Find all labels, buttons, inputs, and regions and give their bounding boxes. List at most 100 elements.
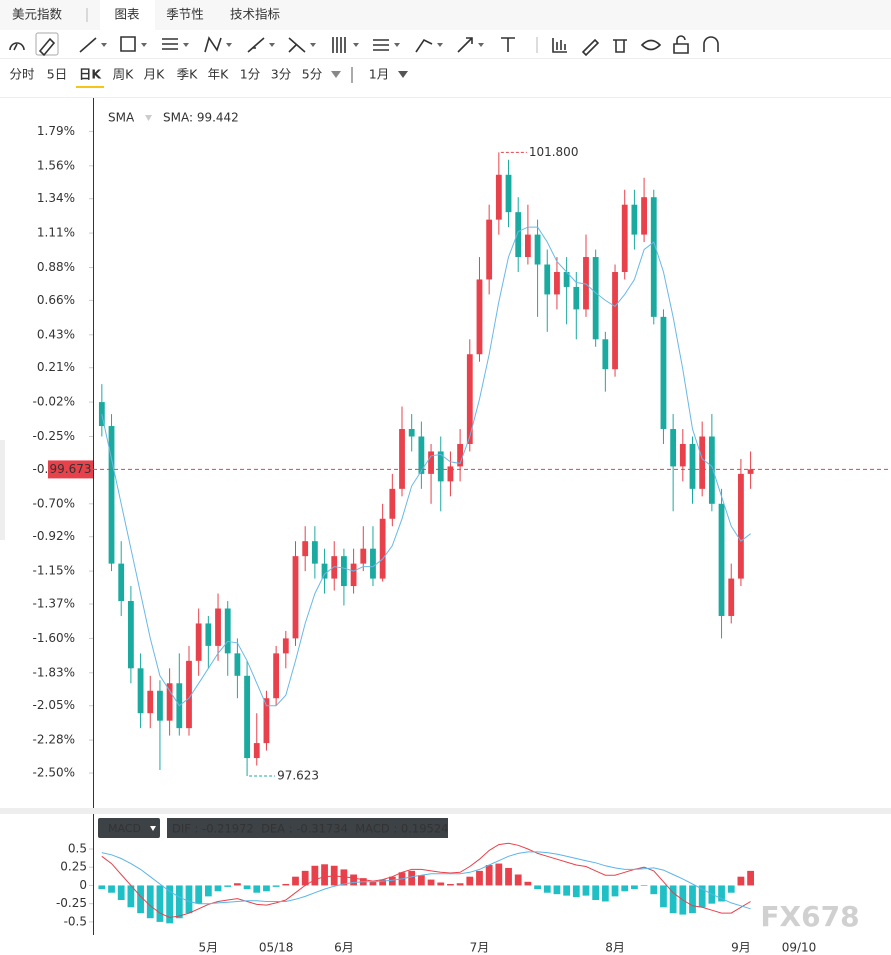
macd-bar	[195, 885, 203, 904]
candle-body	[292, 556, 299, 639]
macd-bar	[282, 883, 290, 886]
tool-icon[interactable]	[640, 39, 662, 51]
macd-bar	[243, 885, 251, 890]
tool-dropdown[interactable]	[310, 43, 316, 47]
tab[interactable]: 图表	[114, 7, 140, 22]
y-tick-label: -2.28%	[33, 733, 75, 747]
tool-dropdown[interactable]	[437, 43, 443, 47]
macd-bar	[456, 883, 464, 886]
period-option[interactable]: 日K	[79, 67, 103, 82]
macd-bar	[476, 870, 483, 886]
tool-dropdown[interactable]	[353, 43, 359, 47]
tool-dropdown[interactable]	[141, 43, 147, 47]
macd-bar	[204, 885, 212, 897]
macd-bar	[253, 885, 261, 893]
macd-bar	[146, 885, 154, 919]
candle-body	[321, 563, 328, 579]
x-tick-label: 5月	[199, 941, 219, 955]
candle-body	[728, 578, 735, 616]
candle-body	[718, 503, 725, 616]
tool-icon[interactable]	[162, 38, 178, 50]
x-tick-label: 09/10	[782, 941, 817, 955]
tool-icon[interactable]	[415, 38, 433, 53]
tool-icon[interactable]	[79, 37, 97, 53]
candle-body	[515, 212, 522, 258]
tool-icon[interactable]	[552, 38, 567, 53]
candle-body	[612, 271, 618, 370]
tool-dropdown[interactable]	[269, 43, 275, 47]
tool-icon[interactable]	[204, 36, 222, 53]
macd-bar	[311, 865, 319, 886]
y-tick-label: -0.02%	[33, 395, 75, 409]
period-option[interactable]: 周K	[113, 67, 135, 82]
period-option[interactable]: 5分	[302, 67, 322, 82]
tool-icon[interactable]	[373, 39, 389, 51]
candle-body	[650, 197, 657, 317]
candle-body	[621, 204, 628, 272]
macd-bar	[156, 885, 164, 922]
tab[interactable]: 技术指标	[230, 7, 280, 22]
y-tick-label: -1.60%	[33, 631, 75, 645]
tool-icon[interactable]	[673, 35, 689, 54]
tool-dropdown[interactable]	[394, 43, 400, 47]
macd-bar	[379, 879, 387, 886]
range-select[interactable]: 1月	[369, 67, 389, 82]
dropdown-arrow[interactable]	[398, 71, 408, 78]
tool-icon[interactable]	[581, 38, 600, 57]
tool-icon[interactable]	[9, 42, 25, 51]
candle-body	[350, 563, 357, 587]
tool-icon[interactable]	[332, 37, 346, 53]
dropdown-arrow[interactable]	[331, 71, 341, 78]
y-tick-label: 0.43%	[37, 327, 75, 341]
period-option[interactable]: 季K	[177, 67, 199, 82]
macd-bar	[292, 876, 299, 886]
period-option[interactable]: 分时	[9, 67, 35, 82]
tool-icon[interactable]	[613, 39, 627, 53]
y-tick-label: -2.05%	[33, 698, 75, 712]
tool-dropdown[interactable]	[226, 43, 232, 47]
tool-dropdown[interactable]	[183, 43, 189, 47]
macd-bar	[669, 885, 677, 914]
macd-bar	[737, 876, 745, 886]
macd-bar	[127, 885, 135, 908]
tool-icon[interactable]	[38, 37, 56, 57]
side-handle[interactable]	[0, 440, 5, 540]
tool-dropdown[interactable]	[478, 43, 484, 47]
candle-body	[486, 219, 493, 280]
tool-icon[interactable]	[247, 37, 265, 53]
candle-body	[563, 271, 570, 287]
macd-bar	[631, 885, 638, 890]
period-option[interactable]: 月K	[144, 67, 166, 82]
candle-body	[331, 556, 338, 579]
indicator-select[interactable]: MACD	[108, 822, 141, 835]
candle-body	[166, 683, 173, 721]
candle-body	[679, 443, 686, 467]
dropdown-arrow[interactable]	[150, 826, 156, 831]
tool-icon[interactable]	[120, 36, 136, 52]
macd-bar	[388, 876, 396, 886]
period-option[interactable]: 1分	[240, 67, 260, 82]
macd-bar	[175, 885, 183, 919]
candle-body	[738, 473, 744, 579]
candle-body	[466, 354, 473, 444]
tool-icon[interactable]	[703, 36, 719, 52]
period-option[interactable]: 年K	[208, 67, 230, 82]
period-option[interactable]: 3分	[271, 67, 291, 82]
indicator-select-bg[interactable]	[98, 818, 160, 838]
readout-bg	[167, 818, 448, 838]
period-option[interactable]: 5日	[47, 67, 67, 82]
tool-dropdown[interactable]	[101, 43, 107, 47]
tool-icon[interactable]	[288, 37, 306, 53]
tool-icon[interactable]	[501, 37, 515, 52]
tab[interactable]: 季节性	[166, 7, 204, 22]
candle-body	[699, 436, 706, 489]
candle-body	[524, 234, 531, 258]
x-tick-label: 05/18	[259, 941, 294, 955]
legend-dropdown[interactable]	[145, 115, 152, 121]
tool-icon[interactable]	[457, 37, 473, 53]
candle-body	[205, 623, 212, 646]
y-tick-label: -0.25%	[33, 429, 75, 443]
y-tick-label: 1.79%	[37, 124, 75, 138]
candle-body	[360, 548, 367, 564]
plot: 1.79% 1.56% 1.34% 1.11% 0.88% 0.66% 0.43% 0.21%…	[33, 111, 891, 955]
